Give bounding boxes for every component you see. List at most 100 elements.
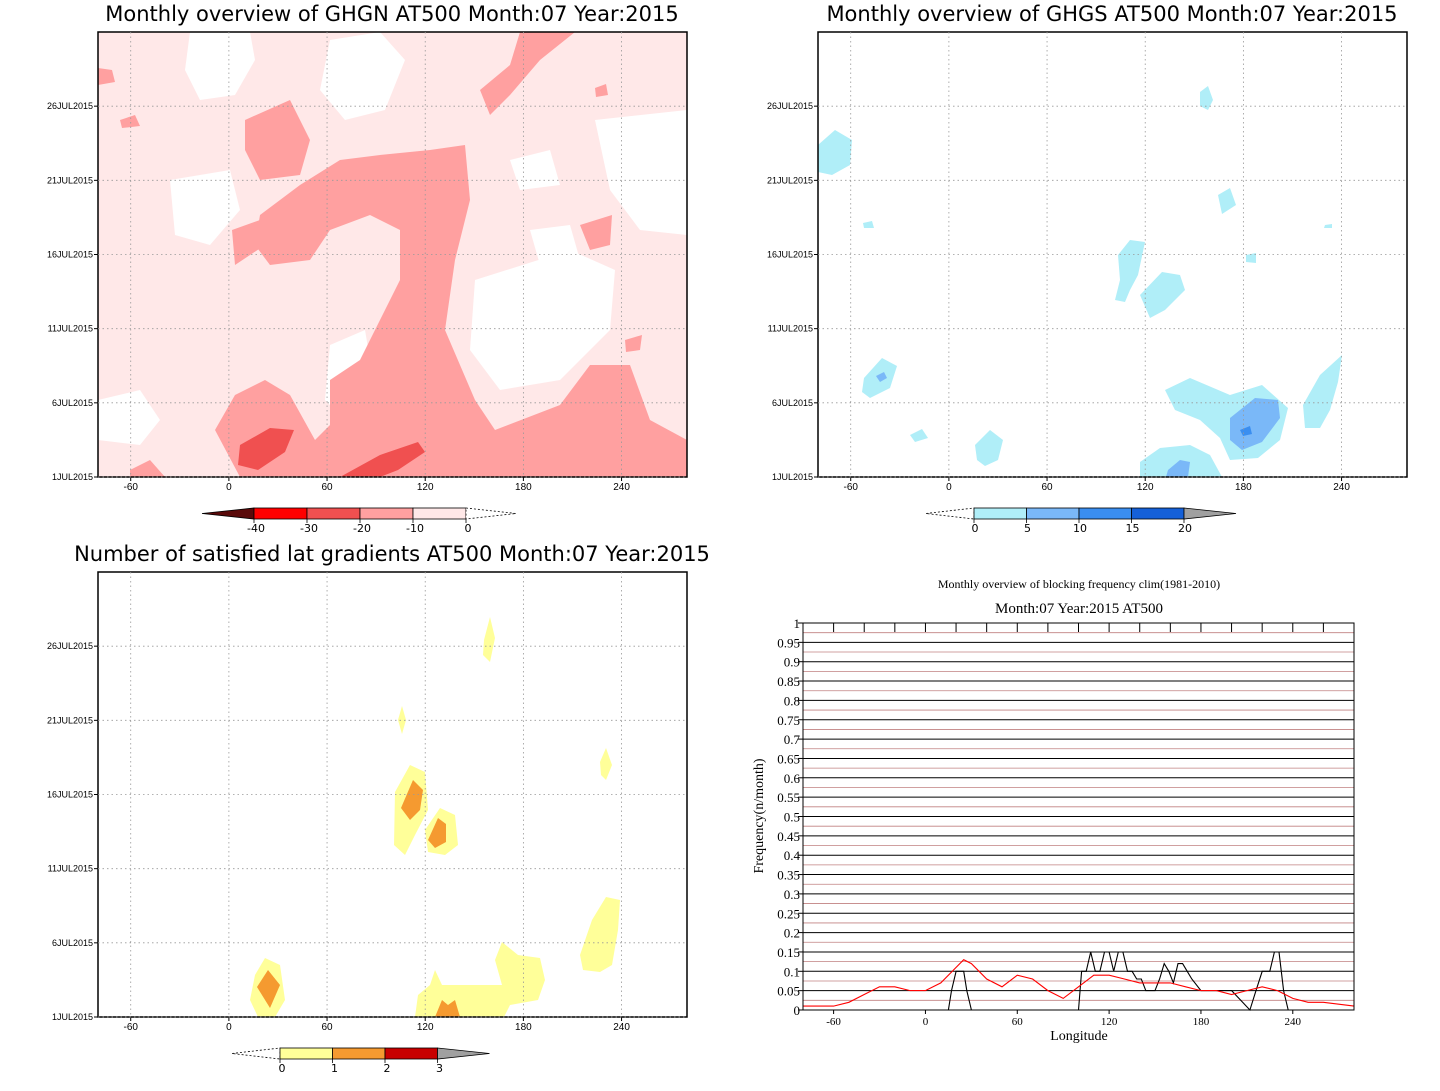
freq-x-tick-label: -60	[826, 1016, 841, 1028]
freq-y-tick-label: 0.4	[784, 848, 801, 863]
lat-y-tick-label: 26JUL2015	[47, 641, 93, 651]
ghgs-colorbar-right-triangle	[1183, 507, 1237, 520]
freq-subtitle: Month:07 Year:2015 AT500	[995, 601, 1163, 617]
freq-y-tick-label: 0.9	[784, 655, 800, 670]
freq-grid	[803, 622, 1354, 1011]
lat-y-tick-label: 16JUL2015	[47, 790, 93, 800]
panel-lat-gradients: Number of satisfied lat gradients AT500 …	[47, 542, 710, 1075]
ghgn-colorbar-segment	[306, 507, 361, 520]
freq-y-tick-label: 0.95	[777, 635, 800, 650]
ghgn-colorbar-label: 0	[465, 522, 472, 535]
ghgn-colorbar-segment	[253, 507, 308, 520]
lat-colorbar-label: 0	[279, 1062, 286, 1075]
freq-axes: 0 0.05 0.1 0.15 0.2 0.25 0.3 0.35 0.4 0.45 0.5 0.55…	[777, 616, 1324, 1028]
freq-y-tick-label: 0.55	[777, 790, 800, 805]
ghgs-colorbar-segment	[1026, 507, 1080, 520]
freq-y-tick-label: 0.5	[784, 810, 800, 825]
ghgn-colorbar-segment	[359, 507, 414, 520]
ghgn-y-tick-label: 6JUL2015	[52, 398, 93, 408]
lat-colorbar-label: 2	[384, 1062, 391, 1075]
ghgn-y-tick-label: 11JUL2015	[48, 324, 93, 334]
ghgs-colorbar-segment	[973, 507, 1027, 520]
lat-colorbar: 0 1 2 3	[231, 1047, 490, 1075]
lat-y-tick-label: 11JUL2015	[48, 864, 93, 874]
ghgn-colorbar-label: -10	[406, 522, 424, 535]
freq-x-tick-label: 180	[1193, 1016, 1210, 1028]
ghgn-y-tick-label: 1JUL2015	[52, 472, 93, 482]
lat-x-tick-label: -60	[123, 1022, 138, 1033]
freq-y-tick-label: 1	[794, 616, 801, 631]
freq-y-tick-label: 0.7	[784, 732, 801, 747]
ghgn-y-tick-label: 26JUL2015	[47, 101, 93, 111]
lat-x-tick-label: 0	[226, 1022, 232, 1033]
ghgs-x-tick-label: 180	[1235, 482, 1252, 493]
ghgn-colorbar: -40 -30 -20 -10 0	[201, 507, 517, 535]
ghgn-colorbar-right-triangle	[465, 507, 517, 520]
lat-colorbar-segment	[384, 1047, 438, 1060]
ghgs-y-tick-label: 6JUL2015	[772, 398, 813, 408]
freq-title: Monthly overview of blocking frequency c…	[938, 577, 1220, 591]
lat-title: Number of satisfied lat gradients AT500 …	[74, 542, 710, 566]
ghgn-x-tick-label: 0	[226, 482, 232, 493]
freq-x-tick-label: 240	[1285, 1016, 1302, 1028]
freq-xlabel: Longitude	[1050, 1029, 1108, 1044]
ghgn-y-tick-label: 21JUL2015	[47, 175, 93, 185]
freq-y-tick-label: 0.25	[777, 906, 800, 921]
freq-y-tick-label: 0.75	[777, 713, 800, 728]
ghgs-y-tick-label: 21JUL2015	[767, 175, 813, 185]
freq-y-tick-label: 0.65	[777, 751, 800, 766]
lat-colorbar-segment	[332, 1047, 386, 1060]
ghgs-y-tick-label: 16JUL2015	[767, 250, 813, 260]
ghgs-colorbar-label: 10	[1073, 522, 1087, 535]
lat-x-tick-label: 180	[515, 1022, 532, 1033]
ghgs-axes: -60 0 60 120 180 240 1JUL2015 6JUL2015 11JUL2015…	[767, 32, 1407, 493]
lat-y-tick-label: 21JUL2015	[47, 715, 93, 725]
lat-colorbar-segment	[279, 1047, 333, 1060]
ghgs-colorbar-label: 15	[1126, 522, 1140, 535]
ghgs-y-tick-label: 1JUL2015	[772, 472, 813, 482]
lat-x-tick-label: 240	[613, 1022, 630, 1033]
ghgs-colorbar-label: 5	[1024, 522, 1031, 535]
lat-colorbar-left-triangle	[231, 1047, 281, 1060]
lat-x-tick-label: 60	[321, 1022, 333, 1033]
ghgn-x-tick-label: 120	[417, 482, 434, 493]
ghgn-colorbar-label: -20	[353, 522, 371, 535]
ghgs-x-tick-label: 60	[1041, 482, 1053, 493]
ghgs-colorbar-label: 20	[1178, 522, 1192, 535]
freq-y-tick-label: 0.15	[777, 945, 800, 960]
freq-series-line-1	[803, 959, 1355, 1007]
freq-y-tick-label: 0.05	[777, 984, 800, 999]
ghgs-colorbar-label: 0	[972, 522, 979, 535]
lat-axes: -60 0 60 120 180 240 1JUL2015 6JUL2015 11JUL2015…	[47, 572, 687, 1033]
freq-y-tick-label: 0.35	[777, 868, 800, 883]
lat-colorbar-label: 3	[436, 1062, 443, 1075]
ghgs-x-tick-label: 120	[1137, 482, 1154, 493]
ghgs-colorbar-segment	[1131, 507, 1185, 520]
ghgs-title: Monthly overview of GHGS AT500 Month:07 …	[826, 2, 1397, 26]
freq-x-tick-label: 60	[1012, 1016, 1024, 1028]
ghgn-x-tick-label: -60	[123, 482, 138, 493]
ghgs-y-tick-label: 11JUL2015	[768, 324, 813, 334]
freq-y-tick-label: 0.1	[784, 964, 800, 979]
ghgs-x-tick-label: -60	[843, 482, 858, 493]
ghgs-colorbar: 0 5 10 15 20	[925, 507, 1237, 535]
ghgn-axes: -60 0 60 120 180 240 1JUL2015 6JUL2015 11JUL2015…	[47, 32, 687, 493]
freq-y-tick-label: 0.45	[777, 829, 800, 844]
ghgs-x-tick-label: 0	[946, 482, 952, 493]
ghgn-colorbar-left-triangle	[201, 507, 255, 520]
lat-y-tick-label: 6JUL2015	[52, 938, 93, 948]
ghgn-x-tick-label: 180	[515, 482, 532, 493]
ghgs-x-tick-label: 240	[1333, 482, 1350, 493]
freq-x-tick-label: 0	[923, 1016, 929, 1028]
lat-y-tick-label: 1JUL2015	[52, 1012, 93, 1022]
lat-colorbar-label: 1	[331, 1062, 338, 1075]
ghgn-colorbar-label: -40	[247, 522, 265, 535]
lat-colorbar-right-triangle	[437, 1047, 490, 1060]
freq-ylabel: Frequency(n/month)	[752, 758, 767, 873]
freq-y-tick-label: 0.3	[784, 887, 800, 902]
freq-y-tick-label: 0	[794, 1003, 801, 1018]
freq-y-tick-label: 0.6	[784, 771, 801, 786]
freq-y-tick-label: 0.2	[784, 926, 800, 941]
freq-x-tick-label: 120	[1101, 1016, 1118, 1028]
